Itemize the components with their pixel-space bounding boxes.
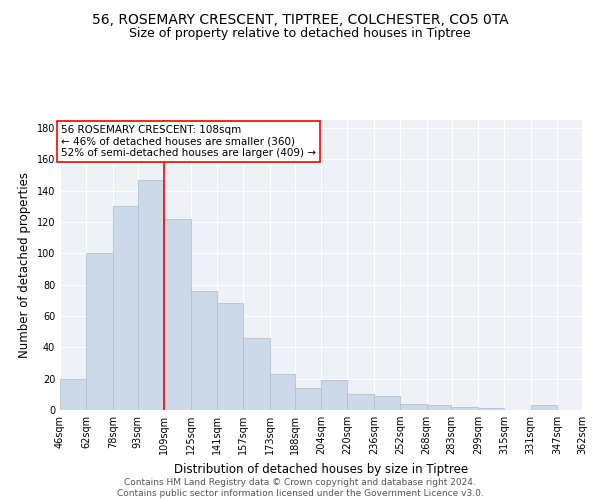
Bar (137, 180, 164, 410)
Bar (295, 388, 321, 410)
Text: Contains HM Land Registry data © Crown copyright and database right 2024.
Contai: Contains HM Land Registry data © Crown c… (116, 478, 484, 498)
Y-axis label: Number of detached properties: Number of detached properties (18, 172, 31, 358)
Bar (427, 406, 451, 410)
Bar (244, 338, 270, 410)
Text: 56, ROSEMARY CRESCENT, TIPTREE, COLCHESTER, CO5 0TA: 56, ROSEMARY CRESCENT, TIPTREE, COLCHEST… (92, 12, 508, 26)
Bar (374, 396, 400, 410)
Bar (270, 374, 295, 410)
X-axis label: Distribution of detached houses by size in Tiptree: Distribution of detached houses by size … (174, 462, 468, 475)
Bar (60, 378, 86, 410)
Bar (478, 408, 505, 410)
Text: 56 ROSEMARY CRESCENT: 108sqm
← 46% of detached houses are smaller (360)
52% of s: 56 ROSEMARY CRESCENT: 108sqm ← 46% of de… (61, 124, 316, 158)
Text: Size of property relative to detached houses in Tiptree: Size of property relative to detached ho… (129, 28, 471, 40)
Bar (191, 291, 217, 410)
Bar (321, 380, 347, 410)
Bar (531, 406, 557, 410)
Bar (113, 206, 137, 410)
Bar (217, 304, 244, 410)
Bar (452, 407, 478, 410)
Bar (400, 404, 427, 410)
Bar (164, 219, 191, 410)
Bar (86, 253, 113, 410)
Bar (347, 394, 374, 410)
